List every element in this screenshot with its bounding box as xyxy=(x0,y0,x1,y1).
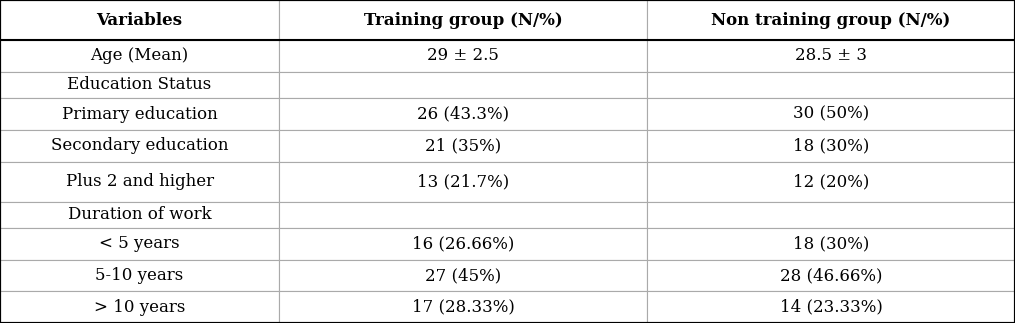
Bar xyxy=(279,98,648,130)
Text: 17 (28.33%): 17 (28.33%) xyxy=(412,299,515,316)
Bar xyxy=(279,228,648,260)
Bar xyxy=(648,98,1015,130)
Bar xyxy=(279,260,648,291)
Bar xyxy=(0,291,279,323)
Bar xyxy=(648,291,1015,323)
Bar xyxy=(0,0,279,40)
Bar xyxy=(0,162,279,202)
Text: > 10 years: > 10 years xyxy=(93,299,186,316)
Text: 18 (30%): 18 (30%) xyxy=(793,137,869,154)
Text: 30 (50%): 30 (50%) xyxy=(793,106,869,122)
Bar xyxy=(279,40,648,72)
Text: Duration of work: Duration of work xyxy=(68,206,211,223)
Text: Secondary education: Secondary education xyxy=(51,137,228,154)
Text: 28.5 ± 3: 28.5 ± 3 xyxy=(795,47,867,65)
Text: 14 (23.33%): 14 (23.33%) xyxy=(780,299,882,316)
Text: Training group (N/%): Training group (N/%) xyxy=(363,12,562,28)
Bar xyxy=(279,0,648,40)
Text: Non training group (N/%): Non training group (N/%) xyxy=(712,12,951,28)
Bar xyxy=(0,130,279,162)
Text: 18 (30%): 18 (30%) xyxy=(793,235,869,252)
Text: 27 (45%): 27 (45%) xyxy=(425,267,501,284)
Bar xyxy=(279,130,648,162)
Text: 28 (46.66%): 28 (46.66%) xyxy=(780,267,882,284)
Bar xyxy=(648,40,1015,72)
Bar xyxy=(0,40,279,72)
Text: 5-10 years: 5-10 years xyxy=(95,267,184,284)
Text: 29 ± 2.5: 29 ± 2.5 xyxy=(427,47,499,65)
Bar xyxy=(648,0,1015,40)
Text: Primary education: Primary education xyxy=(62,106,217,122)
Bar xyxy=(648,228,1015,260)
Bar xyxy=(0,202,279,228)
Bar xyxy=(648,130,1015,162)
Text: 26 (43.3%): 26 (43.3%) xyxy=(417,106,510,122)
Text: 21 (35%): 21 (35%) xyxy=(425,137,501,154)
Text: 13 (21.7%): 13 (21.7%) xyxy=(417,173,510,190)
Bar xyxy=(0,98,279,130)
Text: Education Status: Education Status xyxy=(67,77,212,93)
Bar xyxy=(0,260,279,291)
Text: 16 (26.66%): 16 (26.66%) xyxy=(412,235,515,252)
Bar xyxy=(648,202,1015,228)
Text: 12 (20%): 12 (20%) xyxy=(793,173,869,190)
Text: < 5 years: < 5 years xyxy=(99,235,180,252)
Bar xyxy=(279,162,648,202)
Text: Variables: Variables xyxy=(96,12,183,28)
Bar xyxy=(0,72,279,98)
Text: Age (Mean): Age (Mean) xyxy=(90,47,189,65)
Bar xyxy=(648,72,1015,98)
Bar xyxy=(279,72,648,98)
Bar xyxy=(0,228,279,260)
Bar xyxy=(279,202,648,228)
Bar xyxy=(648,162,1015,202)
Text: Plus 2 and higher: Plus 2 and higher xyxy=(66,173,213,190)
Bar xyxy=(279,291,648,323)
Bar xyxy=(648,260,1015,291)
